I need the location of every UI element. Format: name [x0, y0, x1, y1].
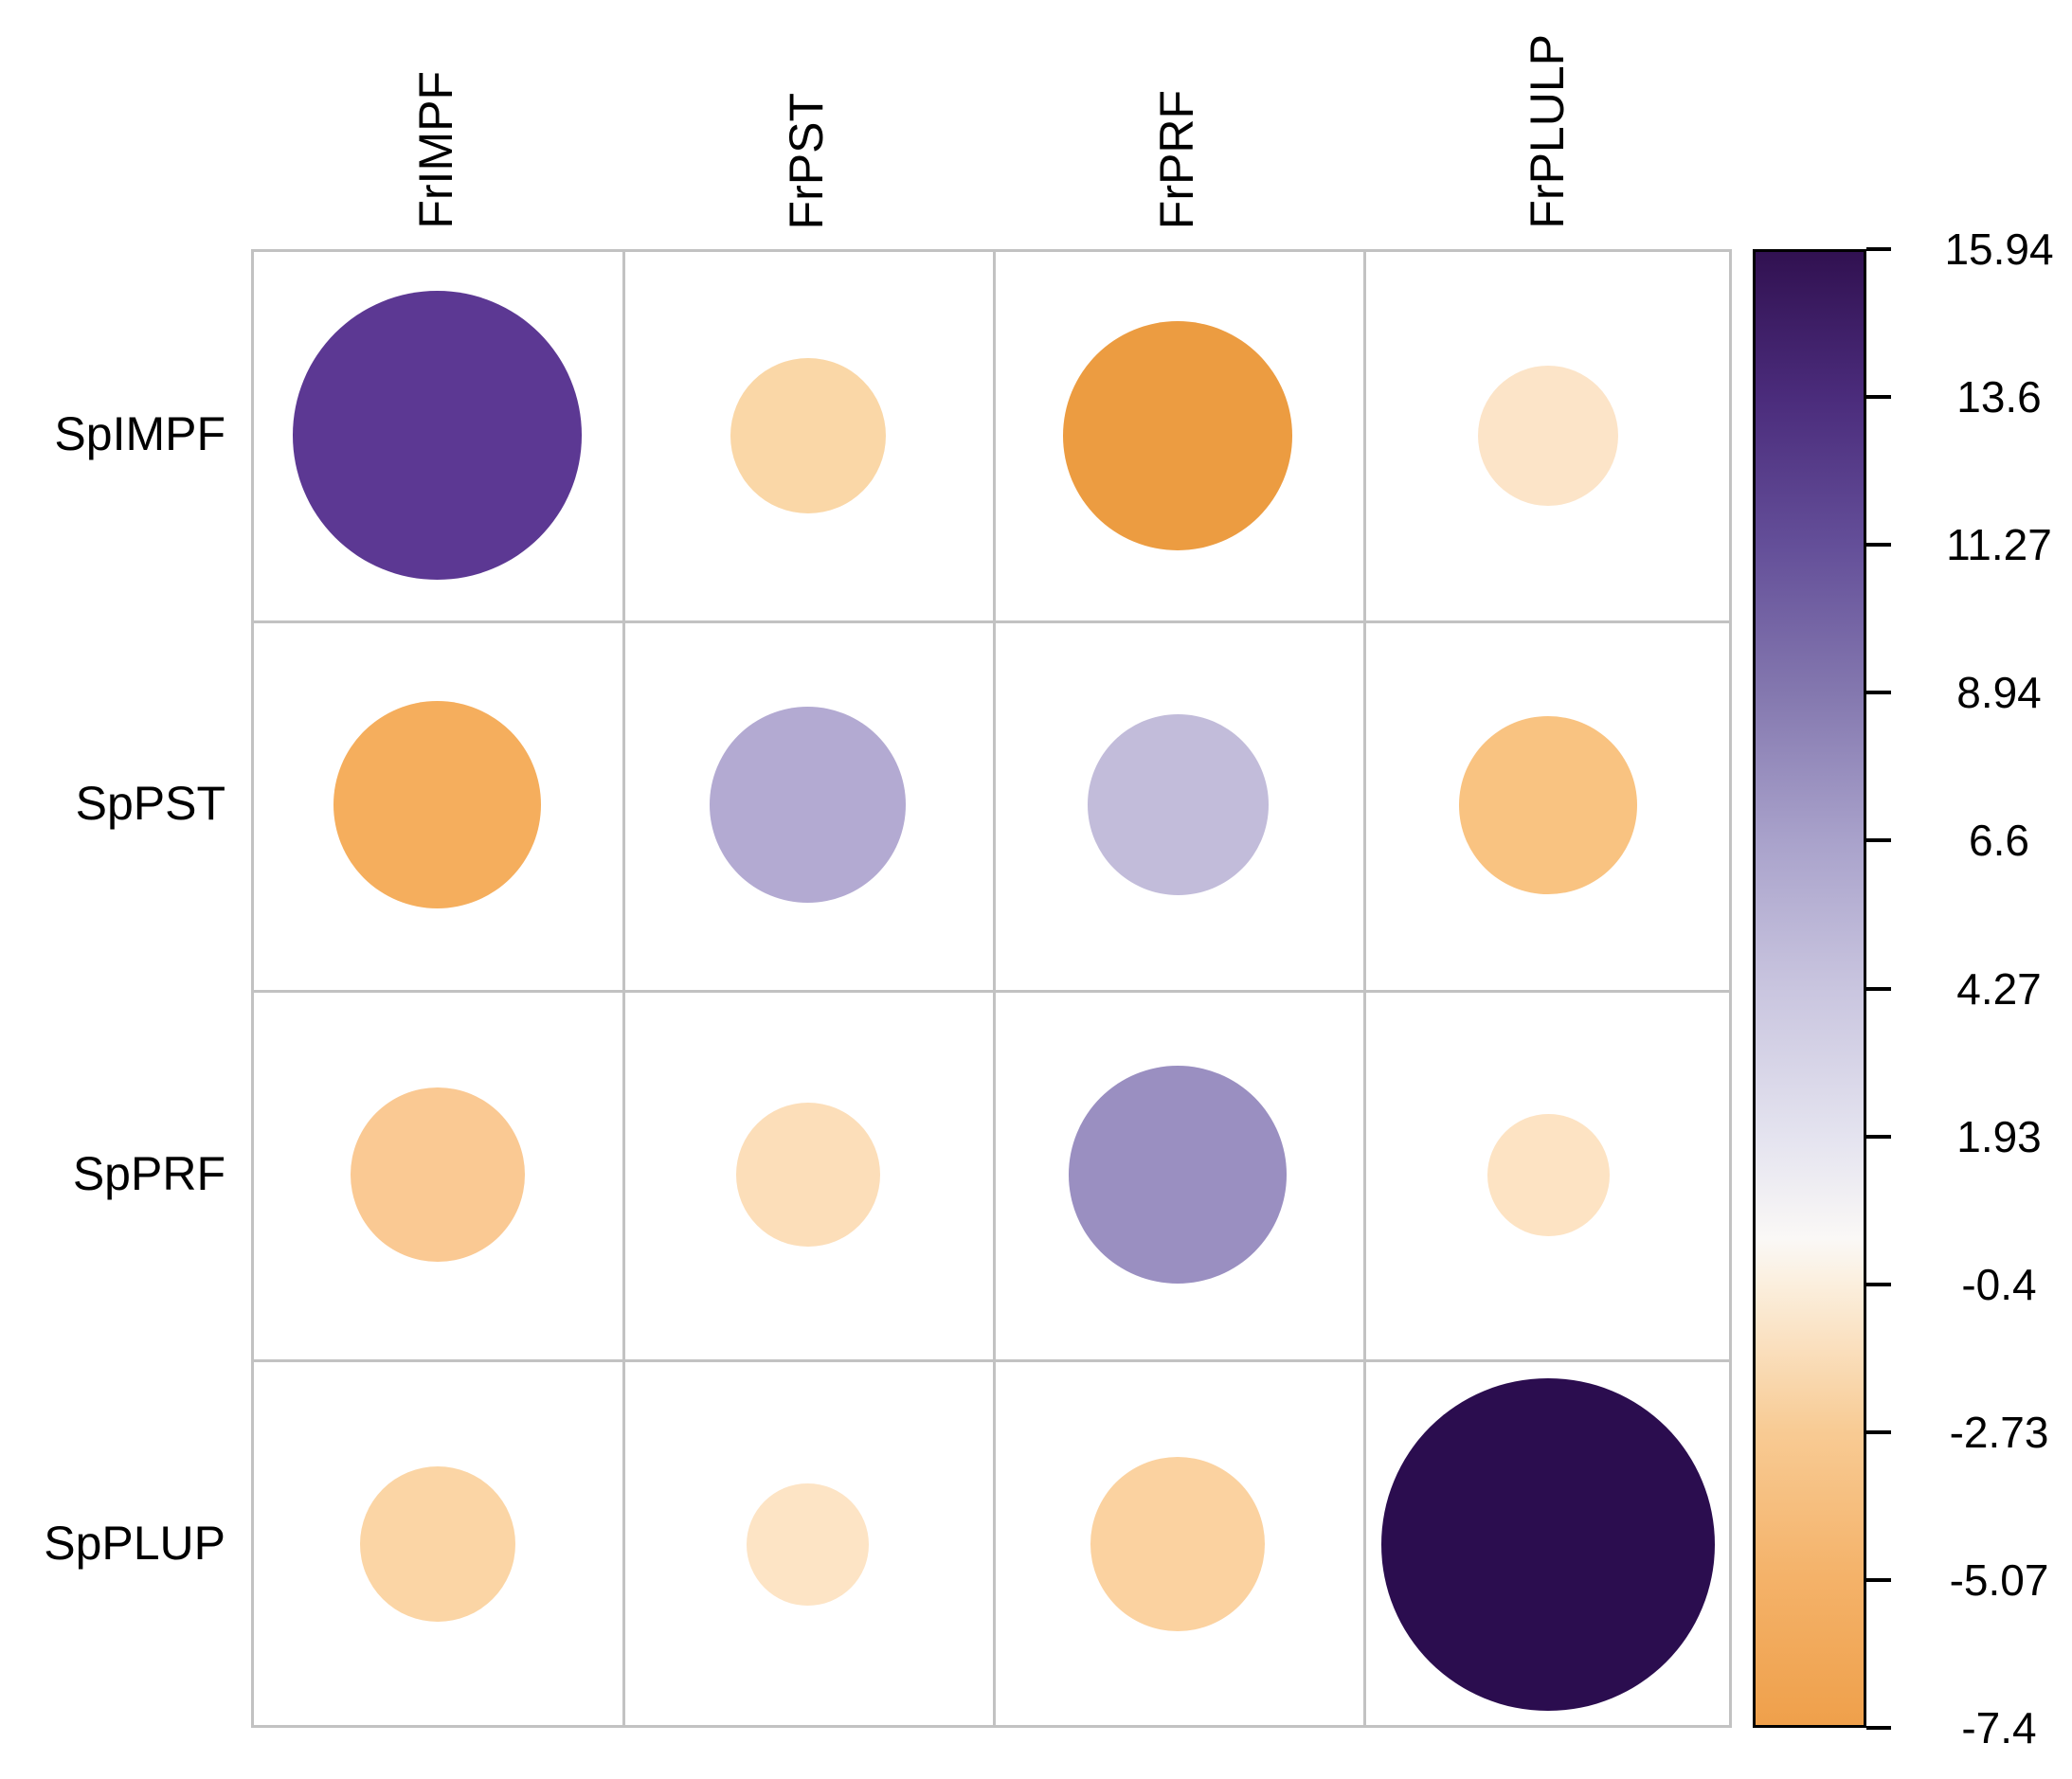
grid-line-horizontal	[254, 990, 1729, 993]
colorbar-tick-label: 15.94	[1944, 225, 2054, 274]
correlation-circle-spimpf-frplulp	[1478, 365, 1619, 506]
colorbar-tick	[1866, 838, 1891, 843]
colorbar-tick-label: 8.94	[1956, 668, 2042, 718]
colorbar-tick-label: 4.27	[1956, 963, 2042, 1014]
correlation-circle-sppst-frimpf	[333, 701, 542, 909]
colorbar-tick	[1866, 1577, 1891, 1582]
column-label-text: FrPRF	[1149, 89, 1203, 229]
colorbar-tick	[1866, 1134, 1891, 1139]
row-label-sppst: SpPST	[75, 777, 225, 831]
correlation-circle-sppst-frplulp	[1459, 716, 1637, 894]
grid-line-vertical	[622, 252, 626, 1725]
row-label-spprf: SpPRF	[72, 1146, 225, 1200]
colorbar-gradient	[1756, 252, 1864, 1725]
correlation-circle-spprf-frplulp	[1486, 1113, 1610, 1236]
column-label-frpst: FrPST	[776, 0, 837, 229]
correlation-circle-spplup-frprf	[1090, 1457, 1266, 1632]
colorbar-tick	[1866, 986, 1891, 991]
correlation-circle-spimpf-frpst	[730, 357, 886, 513]
colorbar-tick	[1866, 1429, 1891, 1434]
column-label-text: FrPST	[780, 92, 834, 229]
column-label-text: FrIMPF	[409, 71, 463, 229]
colorbar-tick-label: 11.27	[1946, 520, 2052, 570]
row-label-spimpf: SpIMPF	[54, 407, 225, 461]
correlation-circle-spprf-frimpf	[350, 1087, 525, 1263]
column-label-frplulp: FrPLULP	[1517, 0, 1577, 229]
correlation-circle-spimpf-frprf	[1063, 320, 1293, 550]
correlation-grid	[251, 249, 1732, 1728]
colorbar-tick-label: -0.4	[1961, 1259, 2037, 1309]
colorbar-tick	[1866, 247, 1891, 251]
colorbar-tick	[1866, 395, 1891, 400]
colorbar-tick	[1866, 1282, 1891, 1286]
correlation-circle-spplup-frimpf	[359, 1466, 515, 1623]
correlation-circle-spprf-frprf	[1069, 1066, 1288, 1285]
grid-line-horizontal	[254, 620, 1729, 623]
correlation-circle-spprf-frpst	[735, 1103, 880, 1248]
colorbar-tick-label: -2.73	[1949, 1407, 2049, 1457]
colorbar-tick-label: 1.93	[1956, 1111, 2042, 1161]
colorbar-tick-label: 13.6	[1956, 372, 2042, 422]
correlation-circle-spplup-frplulp	[1381, 1377, 1715, 1712]
row-label-spplup: SpPLUP	[44, 1516, 225, 1570]
column-label-frprf: FrPRF	[1146, 0, 1207, 229]
column-label-frimpf: FrIMPF	[405, 0, 466, 229]
colorbar-tick	[1866, 543, 1891, 548]
correlation-circle-sppst-frprf	[1087, 714, 1269, 896]
correlation-circle-sppst-frpst	[710, 707, 907, 904]
correlation-circle-spplup-frpst	[747, 1482, 869, 1606]
column-label-text: FrPLULP	[1520, 34, 1574, 229]
colorbar-tick-label: 6.6	[1969, 816, 2029, 866]
colorbar	[1753, 249, 1866, 1728]
colorbar-tick-label: -7.4	[1961, 1703, 2037, 1752]
grid-line-vertical	[1362, 252, 1366, 1725]
colorbar-tick	[1866, 691, 1891, 695]
grid-line-vertical	[993, 252, 996, 1725]
colorbar-tick-label: -5.07	[1949, 1554, 2049, 1605]
colorbar-tick	[1866, 1726, 1891, 1730]
correlation-circle-spimpf-frimpf	[293, 291, 583, 580]
grid-line-horizontal	[254, 1359, 1729, 1363]
